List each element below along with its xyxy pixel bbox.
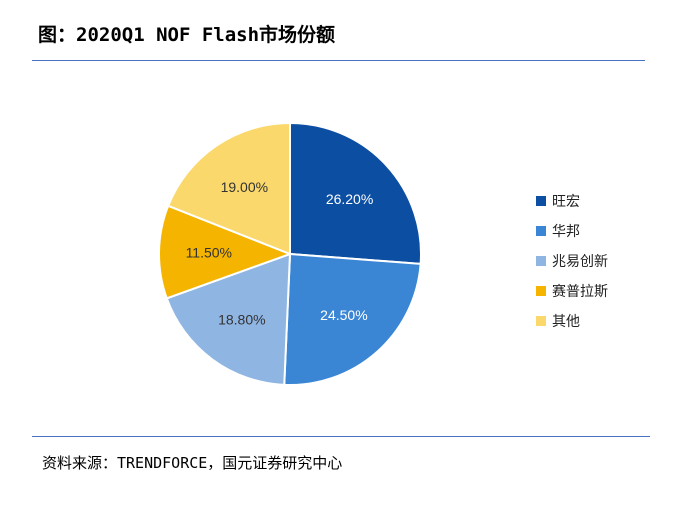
- source-divider: [32, 436, 650, 437]
- legend-swatch: [536, 286, 546, 296]
- pie-data-labels: 26.20% 24.50% 18.80% 11.50% 19.00%: [186, 179, 374, 328]
- pie-slice-4: [158, 204, 293, 300]
- pie-data-label: 18.80%: [218, 311, 265, 327]
- legend-item: 华邦: [536, 216, 608, 246]
- pie-data-label: 24.50%: [320, 307, 367, 323]
- pie-data-label: 26.20%: [326, 191, 373, 207]
- source-note: 资料来源：TRENDFORCE，国元证券研究中心: [42, 454, 343, 472]
- legend-swatch: [536, 196, 546, 206]
- title-divider: [32, 60, 645, 61]
- legend-label: 华邦: [552, 224, 580, 240]
- pie-slice-1: [289, 121, 422, 265]
- pie-slice-5: [166, 121, 291, 256]
- pie-data-label: 19.00%: [221, 179, 268, 195]
- chart-legend: 旺宏华邦兆易创新赛普拉斯其他: [536, 186, 608, 336]
- pie-slice-2: [283, 252, 422, 386]
- pie-data-label: 11.50%: [186, 245, 232, 261]
- legend-label: 旺宏: [552, 194, 580, 210]
- page-title: 图：2020Q1 NOF Flash市场份额: [38, 24, 336, 46]
- legend-swatch: [536, 226, 546, 236]
- legend-item: 旺宏: [536, 186, 608, 216]
- legend-item: 兆易创新: [536, 246, 608, 276]
- pie-slice-3: [165, 252, 292, 386]
- legend-item: 赛普拉斯: [536, 276, 608, 306]
- legend-item: 其他: [536, 306, 608, 336]
- legend-label: 赛普拉斯: [552, 284, 608, 300]
- legend-label: 兆易创新: [552, 254, 608, 270]
- legend-label: 其他: [552, 314, 580, 330]
- legend-swatch: [536, 316, 546, 326]
- pie-slices: [158, 121, 422, 386]
- legend-swatch: [536, 256, 546, 266]
